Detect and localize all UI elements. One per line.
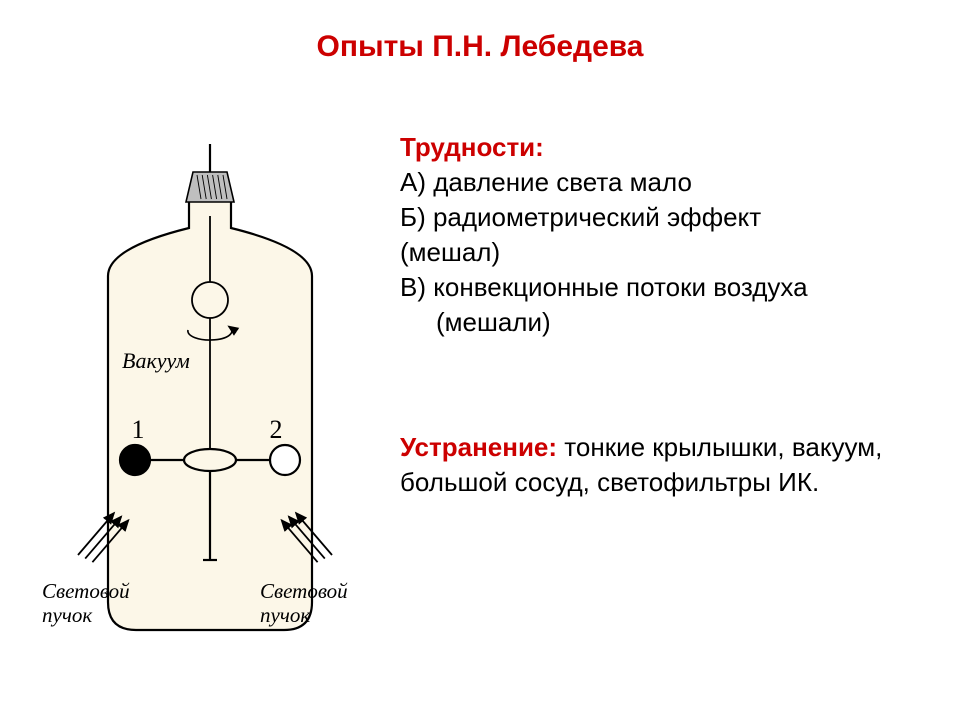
page-title: Опыты П.Н. Лебедева (0, 30, 960, 64)
label-2: 2 (270, 415, 283, 444)
difficulty-c: В) конвекционные потоки воздуха (400, 270, 808, 305)
difficulty-c2: (мешали) (400, 305, 808, 340)
difficulty-a: А) давление света мало (400, 165, 808, 200)
label-vacuum: Вакуум (122, 348, 190, 373)
label-beam-right-2: пучок (260, 603, 310, 627)
title-text: Опыты П.Н. Лебедева (317, 30, 644, 63)
difficulties-block: Трудности: А) давление света мало Б) рад… (400, 130, 808, 341)
hub (184, 449, 236, 471)
label-1: 1 (132, 415, 145, 444)
apparatus-svg: Вакуум12СветовойпучокСветовойпучок (40, 130, 380, 670)
elimination-heading: Устранение: (400, 432, 557, 462)
difficulties-heading: Трудности: (400, 132, 544, 162)
label-beam-left-2: пучок (42, 603, 92, 627)
vane-1 (120, 445, 150, 475)
difficulty-b2: (мешал) (400, 235, 808, 270)
vane-2 (270, 445, 300, 475)
apparatus-diagram: Вакуум12СветовойпучокСветовойпучок (40, 130, 380, 670)
label-beam-left-1: Световой (42, 579, 130, 603)
label-beam-right-1: Световой (260, 579, 348, 603)
elimination-block: Устранение: тонкие крылышки, вакуум, бол… (400, 430, 920, 500)
difficulty-b: Б) радиометрический эффект (400, 200, 808, 235)
